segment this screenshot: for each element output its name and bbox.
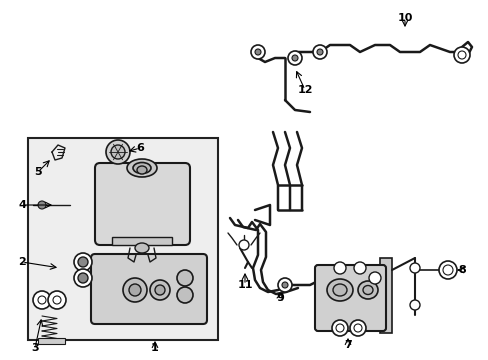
- Ellipse shape: [362, 285, 372, 294]
- Circle shape: [33, 291, 51, 309]
- Circle shape: [291, 55, 297, 61]
- Text: 3: 3: [31, 343, 39, 353]
- FancyBboxPatch shape: [314, 265, 385, 331]
- Text: 11: 11: [237, 280, 252, 290]
- Circle shape: [287, 51, 302, 65]
- Circle shape: [409, 263, 419, 273]
- Circle shape: [177, 287, 193, 303]
- Circle shape: [368, 272, 380, 284]
- Circle shape: [150, 280, 170, 300]
- Ellipse shape: [133, 162, 151, 174]
- Bar: [38, 338, 65, 344]
- Circle shape: [353, 262, 365, 274]
- Text: 5: 5: [34, 167, 42, 177]
- Circle shape: [457, 51, 465, 59]
- Circle shape: [129, 284, 141, 296]
- Circle shape: [442, 265, 452, 275]
- Circle shape: [453, 47, 469, 63]
- Ellipse shape: [357, 281, 377, 299]
- Circle shape: [250, 45, 264, 59]
- Circle shape: [331, 320, 347, 336]
- Circle shape: [106, 140, 130, 164]
- Circle shape: [254, 49, 261, 55]
- Circle shape: [349, 320, 365, 336]
- Circle shape: [48, 291, 66, 309]
- Circle shape: [38, 296, 46, 304]
- Ellipse shape: [127, 159, 157, 177]
- Ellipse shape: [135, 243, 149, 253]
- FancyBboxPatch shape: [91, 254, 206, 324]
- Bar: [379, 258, 391, 333]
- Circle shape: [78, 273, 88, 283]
- Bar: [112, 237, 172, 245]
- Circle shape: [278, 278, 291, 292]
- Circle shape: [155, 285, 164, 295]
- Circle shape: [74, 269, 92, 287]
- Circle shape: [38, 201, 46, 209]
- Circle shape: [335, 324, 343, 332]
- Text: 1: 1: [151, 343, 159, 353]
- Circle shape: [409, 300, 419, 310]
- Circle shape: [239, 240, 248, 250]
- Circle shape: [438, 261, 456, 279]
- Text: 10: 10: [397, 13, 412, 23]
- Ellipse shape: [332, 284, 346, 296]
- Circle shape: [333, 262, 346, 274]
- Text: 2: 2: [18, 257, 26, 267]
- Text: 8: 8: [457, 265, 465, 275]
- Circle shape: [282, 282, 287, 288]
- Circle shape: [316, 49, 323, 55]
- Circle shape: [111, 145, 125, 159]
- FancyBboxPatch shape: [95, 163, 190, 245]
- Text: 7: 7: [344, 340, 351, 350]
- Bar: [28, 138, 218, 340]
- Circle shape: [53, 296, 61, 304]
- Circle shape: [353, 324, 361, 332]
- Circle shape: [312, 45, 326, 59]
- Text: 9: 9: [276, 293, 284, 303]
- Circle shape: [78, 257, 88, 267]
- Text: 12: 12: [297, 85, 312, 95]
- Circle shape: [74, 253, 92, 271]
- Text: 6: 6: [136, 143, 143, 153]
- Ellipse shape: [326, 279, 352, 301]
- Ellipse shape: [137, 166, 147, 174]
- Text: 4: 4: [18, 200, 26, 210]
- Circle shape: [123, 278, 147, 302]
- Circle shape: [177, 270, 193, 286]
